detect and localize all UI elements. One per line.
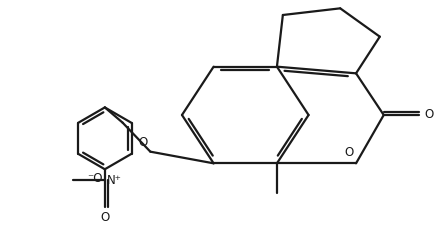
Text: O: O — [138, 136, 147, 149]
Text: O: O — [345, 146, 354, 159]
Text: ⁻O: ⁻O — [87, 172, 103, 185]
Text: N⁺: N⁺ — [107, 173, 122, 186]
Text: O: O — [424, 109, 433, 122]
Text: O: O — [100, 211, 109, 224]
